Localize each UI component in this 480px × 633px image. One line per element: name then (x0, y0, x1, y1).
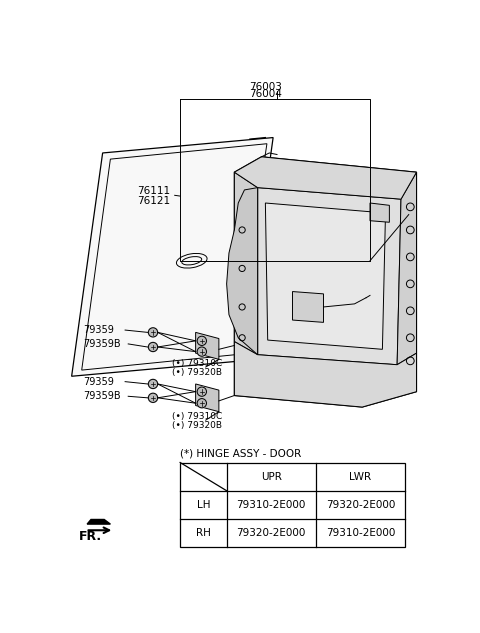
Polygon shape (87, 520, 110, 524)
Text: 79310-2E000: 79310-2E000 (325, 528, 395, 538)
Text: 76003: 76003 (249, 82, 282, 92)
Polygon shape (370, 203, 389, 222)
Polygon shape (196, 384, 219, 411)
Text: 79320-2E000: 79320-2E000 (237, 528, 306, 538)
Circle shape (197, 336, 206, 346)
Text: 76111: 76111 (137, 187, 170, 196)
Text: 79359: 79359 (83, 325, 114, 335)
Text: (•) 79320B: (•) 79320B (172, 421, 222, 430)
Polygon shape (258, 187, 401, 365)
Text: (*) HINGE ASSY - DOOR: (*) HINGE ASSY - DOOR (180, 448, 301, 458)
Text: (•) 79310C: (•) 79310C (172, 359, 223, 368)
Text: RH: RH (196, 528, 211, 538)
Circle shape (148, 342, 157, 351)
Polygon shape (234, 157, 417, 199)
Text: 76121: 76121 (137, 196, 170, 206)
Polygon shape (265, 203, 385, 349)
Text: 79359B: 79359B (83, 391, 121, 401)
Text: (•) 79310C: (•) 79310C (172, 412, 223, 421)
Circle shape (148, 393, 157, 403)
Circle shape (197, 347, 206, 356)
Circle shape (148, 379, 157, 389)
Bar (180, 463, 405, 547)
Text: LH: LH (197, 500, 210, 510)
Polygon shape (234, 342, 417, 407)
Circle shape (197, 387, 206, 396)
Polygon shape (72, 137, 273, 376)
Text: LWR: LWR (349, 472, 372, 482)
Circle shape (148, 328, 157, 337)
Text: FR.: FR. (79, 530, 103, 543)
Text: 79320-2E000: 79320-2E000 (325, 500, 395, 510)
Text: 79359: 79359 (83, 377, 114, 387)
Polygon shape (292, 292, 324, 322)
Circle shape (197, 399, 206, 408)
Text: (•) 79320B: (•) 79320B (172, 368, 222, 377)
Text: 79310-2E000: 79310-2E000 (237, 500, 306, 510)
Polygon shape (196, 332, 219, 360)
Text: UPR: UPR (261, 472, 282, 482)
Text: 76004: 76004 (249, 89, 282, 99)
Polygon shape (397, 172, 417, 365)
Text: 79359B: 79359B (83, 339, 121, 349)
Polygon shape (227, 187, 258, 354)
Polygon shape (234, 157, 417, 407)
Polygon shape (234, 172, 258, 354)
